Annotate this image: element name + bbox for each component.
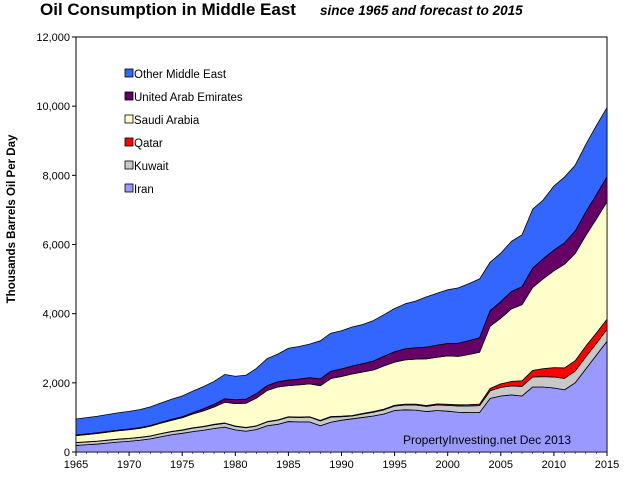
x-tick-label: 2015 xyxy=(595,459,619,471)
legend-label: Saudi Arabia xyxy=(134,115,200,127)
x-tick-label: 1975 xyxy=(170,459,194,471)
y-tick-label: 6,000 xyxy=(42,240,70,252)
legend-swatch xyxy=(124,183,134,193)
legend-label: United Arab Emirates xyxy=(134,92,243,104)
legend-item-iran: Iran xyxy=(124,183,154,196)
y-tick-label: 12,000 xyxy=(36,32,70,44)
axes-layer: 0 2,000 4,000 6,000 8,000 10,000 12,000 1965 197… xyxy=(36,32,619,471)
y-tick-label: 2,000 xyxy=(42,378,70,390)
legend-item-saudi-arabia: Saudi Arabia xyxy=(124,114,200,127)
y-tick-label: 8,000 xyxy=(42,170,70,182)
x-tick-label: 2010 xyxy=(542,459,566,471)
x-tick-label: 1985 xyxy=(276,459,300,471)
legend-swatch xyxy=(124,114,134,124)
chart-subtitle: since 1965 and forecast to 2015 xyxy=(320,3,523,18)
stacked-areas-layer xyxy=(75,107,608,453)
legend-swatch xyxy=(124,137,134,147)
source-annotation: PropertyInvesting.net Dec 2013 xyxy=(403,433,571,447)
y-axis-label: Thousands Barrels Oil Per Day xyxy=(6,134,18,303)
legend-label: Other Middle East xyxy=(134,69,227,81)
y-tick-label: 0 xyxy=(64,447,70,459)
legend-item-united-arab-emirates: United Arab Emirates xyxy=(124,91,243,104)
x-tick-label: 1990 xyxy=(329,459,353,471)
legend-swatch xyxy=(124,68,134,78)
legend-item-kuwait: Kuwait xyxy=(124,160,169,173)
x-tick-label: 1980 xyxy=(223,459,247,471)
legend-label: Kuwait xyxy=(134,161,169,173)
x-tick-label: 2005 xyxy=(489,459,513,471)
x-tick-label: 1995 xyxy=(382,459,406,471)
y-tick-label: 10,000 xyxy=(36,101,70,113)
x-tick-label: 2000 xyxy=(435,459,459,471)
legend-label: Qatar xyxy=(134,138,163,150)
y-tick-label: 4,000 xyxy=(42,309,70,321)
legend-item-other-middle-east: Other Middle East xyxy=(124,68,227,81)
legend-swatch xyxy=(124,160,134,170)
area-series-other-middle-east xyxy=(75,107,608,436)
legend-label: Iran xyxy=(134,184,154,196)
x-tick-label: 1970 xyxy=(117,459,141,471)
chart-title: Oil Consumption in Middle East xyxy=(40,0,296,19)
legend-item-qatar: Qatar xyxy=(124,137,163,150)
legend-swatch xyxy=(124,91,134,101)
legend: Other Middle East United Arab Emirates Sau… xyxy=(124,68,243,196)
x-tick-label: 1965 xyxy=(64,459,88,471)
